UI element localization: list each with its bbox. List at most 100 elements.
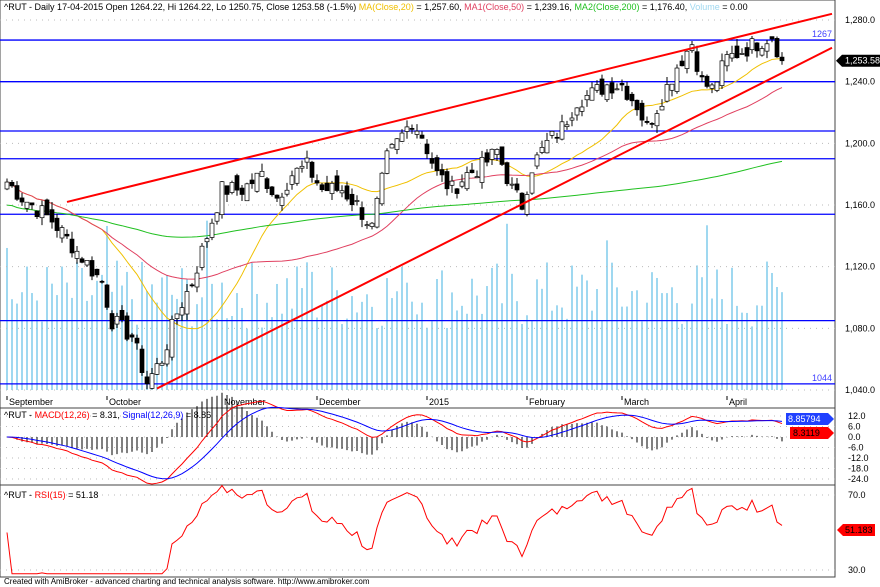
volume-bar bbox=[21, 292, 23, 390]
month-label: 2015 bbox=[429, 397, 449, 407]
volume-bar bbox=[741, 312, 743, 390]
volume-bar bbox=[216, 319, 218, 390]
candle-body bbox=[569, 117, 575, 121]
volume-bar bbox=[26, 266, 28, 390]
volume-bar bbox=[161, 277, 163, 390]
volume-bar bbox=[411, 301, 413, 390]
volume-bar bbox=[6, 247, 8, 390]
candle-body bbox=[264, 178, 270, 189]
quote-summary: ^RUT - Daily 17-04-2015 Open 1264.22, Hi… bbox=[4, 2, 357, 12]
volume-bar bbox=[631, 291, 633, 390]
volume-bar bbox=[566, 318, 568, 390]
volume-bar bbox=[416, 314, 418, 390]
candle-body bbox=[599, 78, 605, 95]
candle-body bbox=[694, 51, 700, 72]
candle-body bbox=[9, 181, 15, 187]
candle-body bbox=[134, 337, 140, 344]
rsi-header: ^RUT - RSI(15) = 51.18 bbox=[4, 490, 98, 500]
candle-body bbox=[109, 313, 115, 330]
volume-bar bbox=[291, 308, 293, 390]
volume-bar bbox=[91, 295, 93, 390]
candle-body bbox=[749, 38, 755, 51]
candle-body bbox=[319, 184, 325, 191]
macd-label: MACD(12,26) bbox=[34, 410, 90, 420]
volume-bar bbox=[516, 301, 518, 390]
candle-body bbox=[284, 189, 290, 195]
candle-body bbox=[349, 193, 355, 206]
candle-body bbox=[604, 84, 610, 101]
volume-bar bbox=[251, 262, 253, 390]
candle-body bbox=[449, 180, 455, 186]
candle-body bbox=[29, 202, 35, 206]
candle-body bbox=[69, 238, 75, 254]
candle-body bbox=[59, 227, 65, 239]
volume-bar bbox=[606, 240, 608, 390]
candle-body bbox=[484, 152, 490, 163]
candle-body bbox=[649, 123, 655, 125]
ma50-line bbox=[6, 87, 783, 280]
candle-body bbox=[664, 84, 670, 102]
candle-body bbox=[234, 175, 240, 191]
candle-body bbox=[289, 175, 295, 185]
candle-body bbox=[774, 38, 780, 58]
volume-bar bbox=[476, 295, 478, 390]
candle-body bbox=[304, 157, 310, 163]
candle-body bbox=[314, 180, 320, 184]
candle-body bbox=[704, 75, 710, 87]
volume-bar bbox=[471, 278, 473, 390]
candle-body bbox=[714, 81, 720, 91]
candle-body bbox=[99, 280, 105, 283]
volume-bar bbox=[71, 297, 73, 390]
candle-body bbox=[609, 82, 615, 94]
volume-bar bbox=[406, 282, 408, 390]
candle-body bbox=[34, 210, 40, 218]
candle-body bbox=[159, 362, 165, 366]
price-tick-label: 1,160.0 bbox=[845, 200, 875, 210]
volume-bar bbox=[271, 317, 273, 390]
volume-bar bbox=[781, 292, 783, 390]
volume-bar bbox=[371, 306, 373, 390]
candle-body bbox=[554, 136, 560, 139]
volume-bar bbox=[621, 306, 623, 390]
volume-bar bbox=[451, 292, 453, 390]
volume-bar bbox=[636, 290, 638, 390]
volume-bar bbox=[756, 305, 758, 390]
volume-bar bbox=[301, 288, 303, 390]
candle-body bbox=[194, 272, 200, 288]
candle-body bbox=[614, 88, 620, 91]
volume-bar bbox=[611, 262, 613, 390]
candle-body bbox=[54, 217, 60, 231]
candle-body bbox=[49, 209, 55, 223]
macd-line bbox=[6, 400, 783, 485]
candle-body bbox=[589, 87, 595, 101]
volume-bar bbox=[641, 321, 643, 390]
volume-bar bbox=[721, 299, 723, 390]
volume-bar bbox=[661, 293, 663, 390]
candle-body bbox=[169, 319, 175, 358]
candle-body bbox=[679, 60, 685, 67]
candle-body bbox=[489, 148, 495, 160]
volume-bar bbox=[321, 305, 323, 390]
volume-bar bbox=[716, 269, 718, 390]
candle-body bbox=[184, 291, 190, 315]
candle-body bbox=[544, 140, 550, 154]
candle-body bbox=[129, 334, 135, 338]
volume-bar bbox=[356, 312, 358, 390]
candle-body bbox=[524, 194, 530, 215]
candle-body bbox=[369, 222, 375, 227]
rsi-panel-frame bbox=[0, 484, 836, 578]
candle-body bbox=[724, 54, 730, 67]
candle-body bbox=[259, 170, 265, 177]
volume-bar bbox=[706, 225, 708, 390]
volume-bar bbox=[466, 313, 468, 390]
candle-body bbox=[504, 162, 510, 185]
candle-body bbox=[299, 165, 305, 169]
volume-bar bbox=[551, 310, 553, 390]
candle-body bbox=[529, 172, 535, 194]
candle-body bbox=[719, 60, 725, 86]
volume-bar bbox=[266, 302, 268, 390]
candle-body bbox=[94, 268, 100, 276]
footer-credit: Created with AmiBroker - advanced charti… bbox=[4, 577, 370, 586]
macd-tick-label: -6.0 bbox=[848, 443, 864, 453]
